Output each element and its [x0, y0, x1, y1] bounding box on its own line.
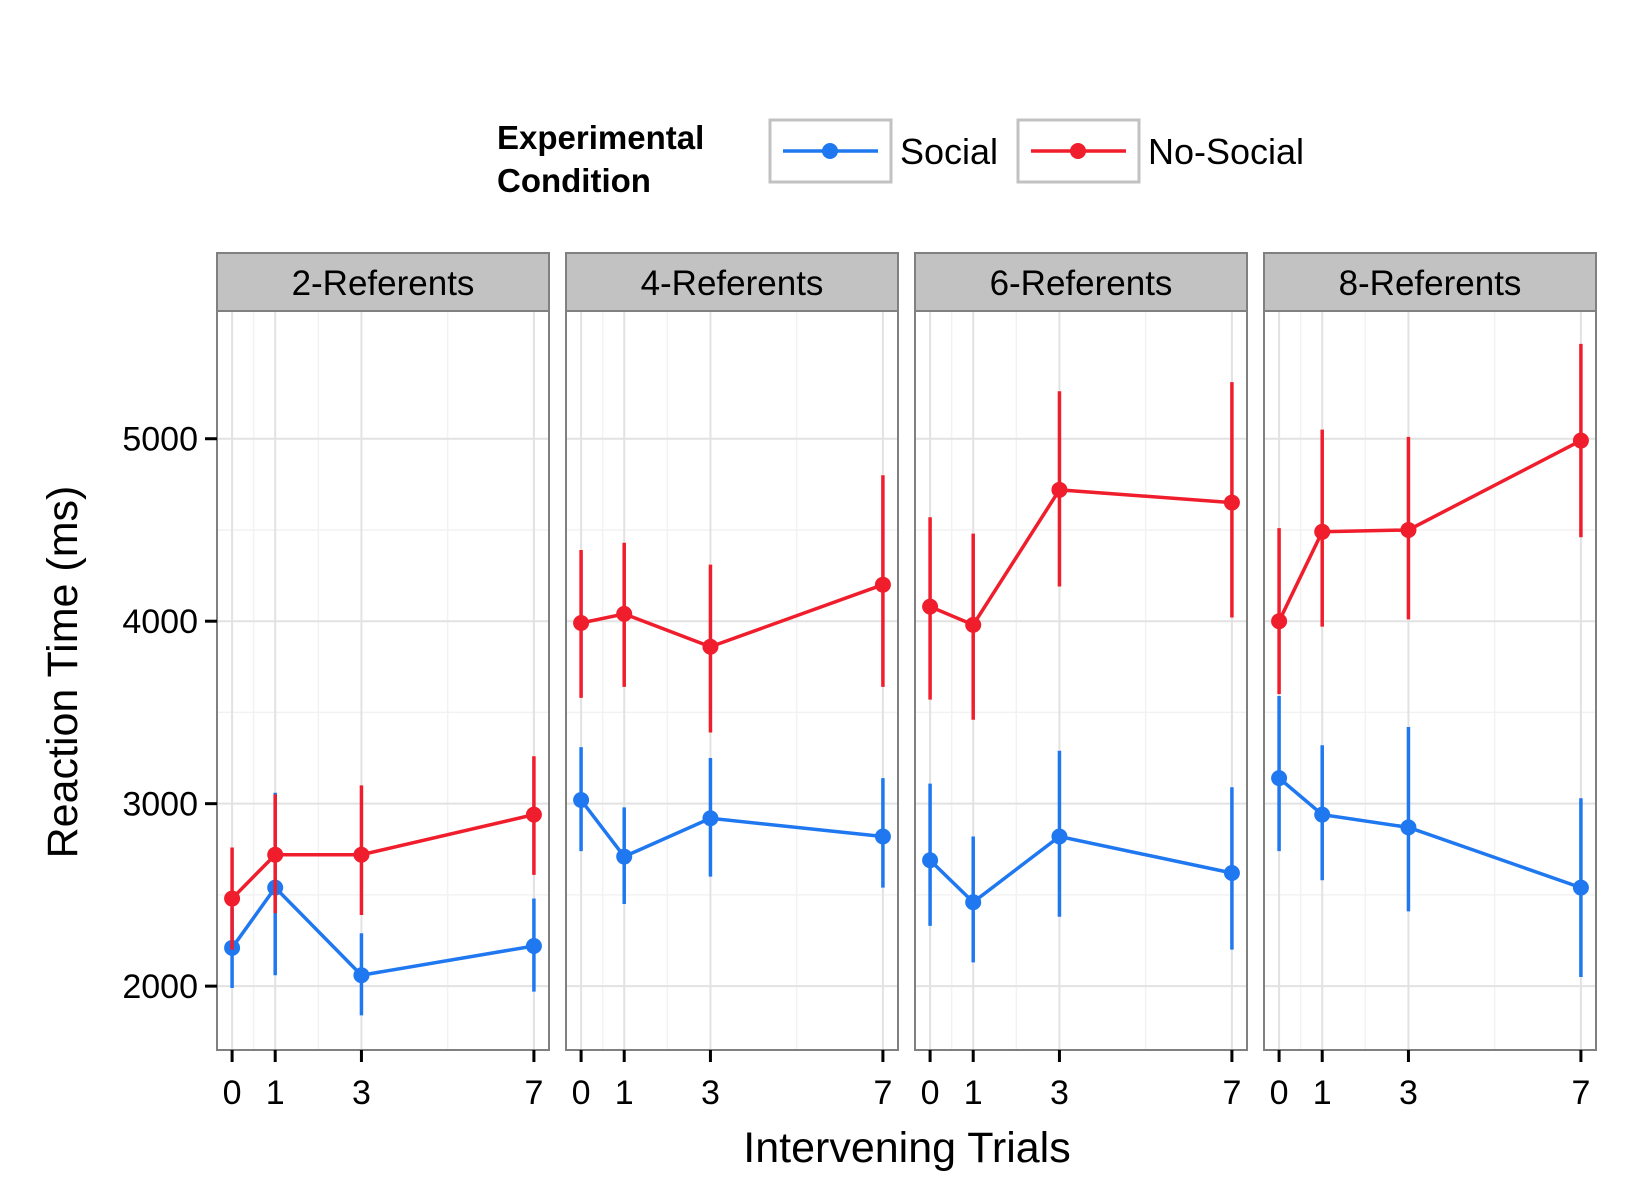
data-point-no-social	[1400, 521, 1417, 538]
data-point-social	[1271, 770, 1288, 787]
x-tick-label: 0	[572, 1074, 591, 1112]
panel-4-referents: 4-Referents 0 1 3 7	[565, 252, 899, 1112]
data-point-social	[525, 937, 542, 954]
data-point-no-social	[616, 605, 633, 622]
data-point-social	[1314, 806, 1331, 823]
series-line-social	[579, 798, 884, 859]
x-tick-label: 3	[701, 1074, 720, 1112]
legend-key-point-no-social	[1070, 143, 1086, 159]
x-tick-label: 3	[1050, 1074, 1069, 1112]
data-point-social	[1223, 865, 1240, 882]
x-tick-label: 1	[964, 1074, 983, 1112]
series-line-social	[1277, 776, 1582, 890]
panel-strip	[914, 252, 1248, 312]
legend-label-social: Social	[900, 131, 998, 172]
series-line-no-social	[929, 487, 1233, 628]
panel-strip-label: 4-Referents	[641, 264, 824, 303]
series-line-social	[928, 834, 1233, 905]
legend-title: Experimental	[497, 119, 704, 156]
data-point-no-social	[874, 576, 891, 593]
x-tick-label: 7	[1222, 1074, 1241, 1112]
data-point-no-social	[965, 616, 982, 633]
data-point-social	[1572, 879, 1589, 896]
x-tick-label: 7	[873, 1074, 892, 1112]
series-line-social	[230, 884, 535, 978]
data-point-no-social	[353, 846, 370, 863]
data-point-no-social	[702, 638, 719, 655]
panel-strip	[216, 252, 550, 312]
y-tick-label: 3000	[122, 786, 198, 824]
legend: Experimental Condition Social No-Social	[497, 118, 1304, 199]
series-line-no-social	[580, 583, 884, 649]
legend-key-point-social	[822, 143, 838, 159]
y-tick-label: 2000	[122, 968, 198, 1006]
panel-8-referents: 8-Referents 0 1 3 7	[1263, 252, 1597, 1112]
y-axis: 2000 3000 4000 5000	[122, 421, 217, 1006]
x-tick-label: 7	[524, 1074, 543, 1112]
data-point-no-social	[1051, 481, 1068, 498]
x-axis-title: Intervening Trials	[743, 1124, 1070, 1172]
panel-background	[1264, 311, 1596, 1050]
series-line-no-social	[230, 812, 535, 900]
data-point-no-social	[1223, 494, 1240, 511]
data-point-social	[702, 810, 719, 827]
data-point-social	[573, 792, 590, 809]
panel-strip-label: 6-Referents	[990, 264, 1173, 303]
data-point-no-social	[525, 806, 542, 823]
panel-border	[1263, 310, 1597, 1051]
panel-background	[566, 311, 898, 1050]
panel-border	[216, 310, 550, 1051]
x-tick-label: 1	[615, 1074, 634, 1112]
data-point-social	[353, 967, 370, 984]
panel-border	[565, 310, 899, 1051]
x-tick-label: 3	[352, 1074, 371, 1112]
y-tick-label: 4000	[122, 603, 198, 641]
x-tick-label: 7	[1571, 1074, 1590, 1112]
data-point-no-social	[1314, 523, 1331, 540]
data-point-social	[965, 894, 982, 911]
y-axis-title: Reaction Time (ms)	[39, 486, 87, 859]
x-tick-label: 0	[921, 1074, 940, 1112]
panel-strip-label: 8-Referents	[1339, 264, 1522, 303]
x-tick-label: 0	[223, 1074, 242, 1112]
x-tick-label: 3	[1399, 1074, 1418, 1112]
series-line-no-social	[1277, 438, 1582, 622]
legend-title: Condition	[497, 162, 651, 199]
y-tick-label: 5000	[122, 421, 198, 459]
panel-background	[915, 311, 1247, 1050]
data-point-social	[1051, 828, 1068, 845]
data-point-no-social	[573, 615, 590, 632]
data-point-no-social	[922, 598, 939, 615]
x-tick-label: 0	[1270, 1074, 1289, 1112]
data-point-no-social	[267, 846, 284, 863]
x-tick-label: 1	[1313, 1074, 1332, 1112]
data-point-social	[922, 852, 939, 869]
legend-label-no-social: No-Social	[1148, 131, 1304, 172]
data-point-social	[874, 828, 891, 845]
panel-background	[217, 311, 549, 1050]
panel-strip	[565, 252, 899, 312]
data-point-no-social	[224, 890, 241, 907]
panel-2-referents: 2-Referents 0 1 3 7	[216, 252, 550, 1112]
panel-6-referents: 6-Referents 0 1 3 7	[914, 252, 1248, 1112]
data-point-social	[616, 848, 633, 865]
panel-border	[914, 310, 1248, 1051]
data-point-no-social	[1572, 432, 1589, 449]
data-point-social	[1400, 819, 1417, 836]
x-tick-label: 1	[266, 1074, 285, 1112]
panel-strip-label: 2-Referents	[292, 264, 475, 303]
data-point-no-social	[1271, 613, 1288, 630]
